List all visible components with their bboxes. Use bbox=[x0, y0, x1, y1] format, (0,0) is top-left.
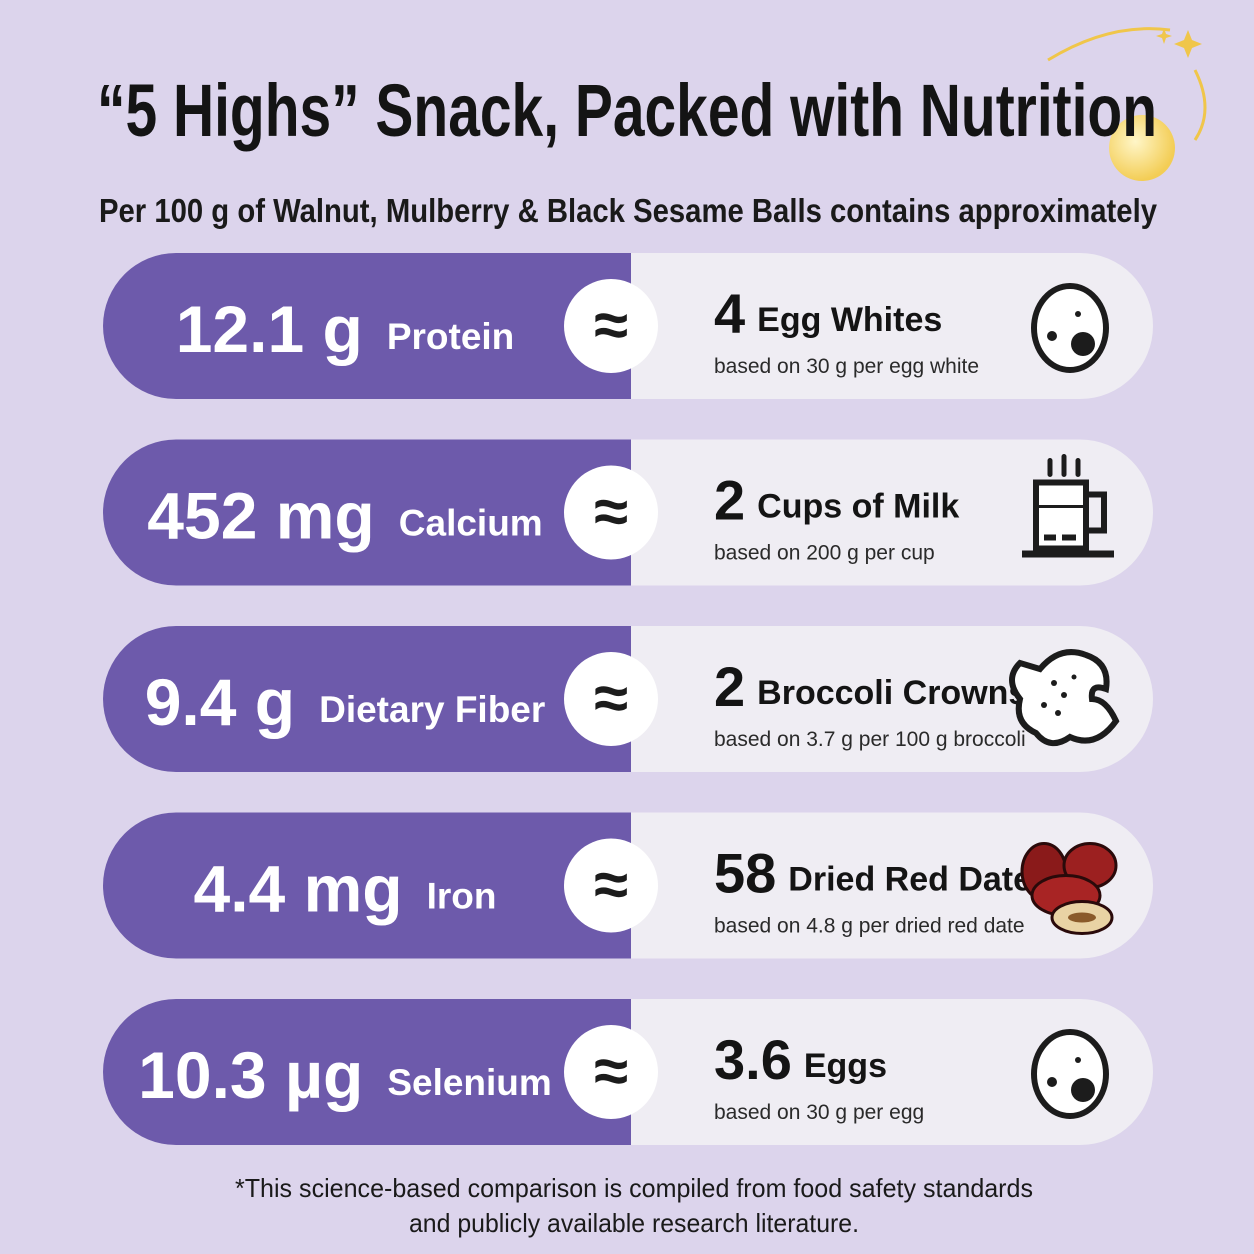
food-icon bbox=[1031, 1029, 1109, 1119]
nutrient-panel bbox=[102, 812, 631, 959]
comparison-row: 10.3 µg Selenium ≈3.6 Eggs based on 30 g per… bbox=[103, 999, 1153, 1145]
equivalent-basis: based on 30 g per egg bbox=[714, 1101, 924, 1124]
equivalent-food: Dried Red Dates bbox=[788, 861, 1051, 899]
comparison-row: 4.4 mg Iron ≈58 Dried Red Dates based on 4.8… bbox=[102, 812, 1153, 959]
approx-symbol: ≈ bbox=[594, 664, 628, 733]
equivalent-basis: based on 4.8 g per dried red date bbox=[714, 915, 1025, 938]
nutrient-name: Selenium bbox=[387, 1062, 552, 1103]
nutrient-panel bbox=[103, 999, 631, 1145]
equivalent-basis: based on 30 g per egg white bbox=[714, 355, 979, 378]
approx-badge bbox=[564, 838, 658, 933]
footnote-line: and publicly available research literatu… bbox=[409, 1208, 859, 1238]
nutrient-panel bbox=[103, 253, 631, 399]
approx-symbol: ≈ bbox=[594, 291, 628, 360]
nutrient-amount: 9.4 g bbox=[145, 665, 295, 739]
equivalent-basis: based on 3.7 g per 100 g broccoli bbox=[714, 728, 1026, 751]
approx-symbol: ≈ bbox=[594, 1037, 628, 1106]
comparison-row: 452 mg Calcium ≈2 Cups of Milk based on 200 … bbox=[102, 439, 1153, 586]
nutrient-amount: 10.3 µg bbox=[138, 1038, 363, 1112]
nutrient-name: Dietary Fiber bbox=[319, 689, 545, 730]
food-icon bbox=[1031, 283, 1109, 373]
equivalent-count: 4 bbox=[714, 282, 745, 345]
equivalent-food: Eggs bbox=[804, 1047, 887, 1085]
subtitle: Per 100 g of Walnut, Mulberry & Black Se… bbox=[99, 192, 1158, 229]
footnote-line: *This science-based comparison is compil… bbox=[235, 1173, 1033, 1203]
nutrient-name: Iron bbox=[427, 876, 497, 917]
nutrient-amount: 452 mg bbox=[147, 479, 374, 553]
approx-symbol: ≈ bbox=[594, 851, 628, 920]
equivalent-count: 2 bbox=[714, 469, 745, 532]
food-icon bbox=[1020, 842, 1118, 935]
equivalent-count: 58 bbox=[714, 842, 776, 905]
nutrient-name: Calcium bbox=[399, 503, 543, 544]
equivalent-basis: based on 200 g per cup bbox=[714, 542, 935, 565]
food-icon bbox=[1009, 649, 1120, 746]
approx-symbol: ≈ bbox=[594, 478, 628, 547]
rows: 12.1 g Protein ≈4 Egg Whites based on 30 g p… bbox=[102, 253, 1153, 1145]
approx-badge bbox=[564, 652, 658, 746]
nutrient-panel bbox=[103, 626, 631, 772]
equivalent-food: Broccoli Crowns bbox=[757, 674, 1027, 712]
equivalent-count: 2 bbox=[714, 655, 745, 718]
nutrient-amount: 4.4 mg bbox=[194, 852, 403, 926]
decoration bbox=[1047, 27, 1207, 181]
equivalent-food: Cups of Milk bbox=[757, 488, 959, 526]
nutrient-panel bbox=[102, 439, 631, 586]
equivalent-count: 3.6 bbox=[714, 1028, 792, 1091]
approx-badge bbox=[564, 1025, 658, 1119]
nutrient-name: Protein bbox=[387, 316, 514, 357]
title: “5 Highs” Snack, Packed with Nutrition bbox=[97, 69, 1157, 152]
equivalent-food: Egg Whites bbox=[757, 301, 942, 339]
nutrient-amount: 12.1 g bbox=[176, 292, 363, 366]
comparison-row: 9.4 g Dietary Fiber ≈2 Broccoli Crowns based… bbox=[103, 626, 1153, 772]
approx-badge bbox=[564, 279, 658, 373]
food-icon bbox=[1022, 454, 1114, 558]
comparison-row: 12.1 g Protein ≈4 Egg Whites based on 30 g p… bbox=[103, 253, 1153, 399]
approx-badge bbox=[564, 465, 658, 560]
